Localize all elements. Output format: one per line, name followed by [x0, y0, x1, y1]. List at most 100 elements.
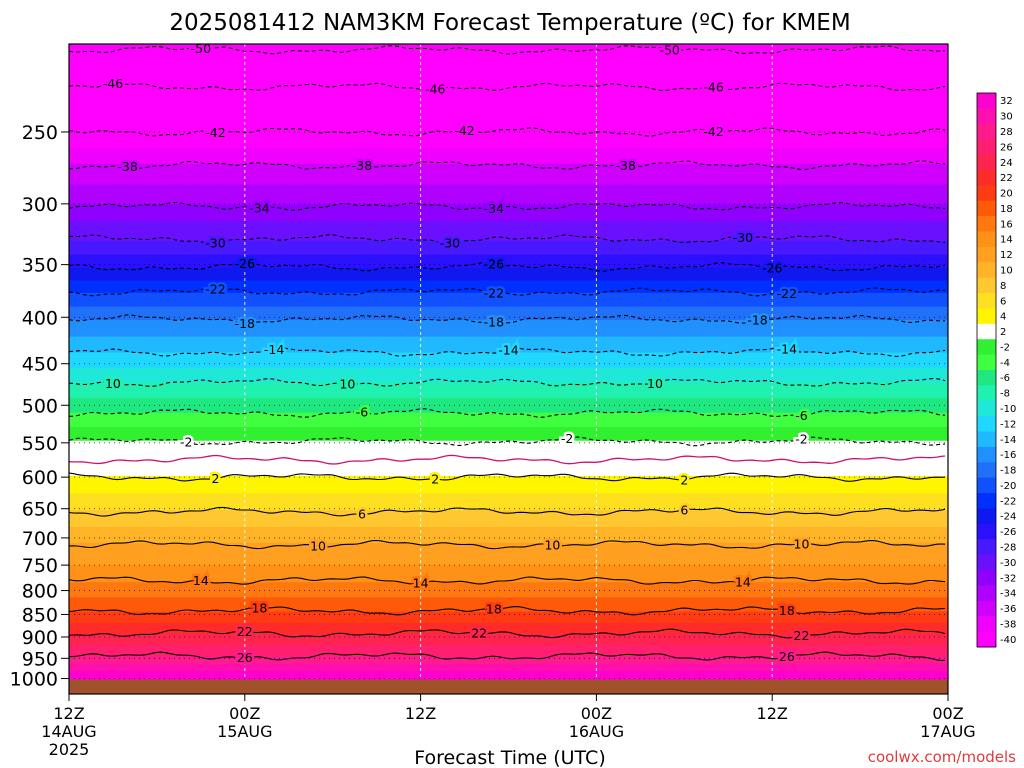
colorbar-swatch	[977, 139, 996, 156]
fill-band	[69, 628, 948, 633]
colorbar-label: -2	[1000, 342, 1010, 353]
isotherm-label: 2	[212, 471, 220, 486]
grid-lines	[69, 44, 948, 694]
fill-band	[69, 671, 948, 675]
colorbar-label: 32	[1000, 96, 1013, 107]
isotherm-label: -46	[425, 82, 445, 97]
colorbar-label: 20	[1000, 189, 1013, 200]
isotherm-label: -18	[484, 314, 504, 329]
fill-band	[69, 217, 948, 223]
fill-band	[69, 449, 948, 456]
fill-band	[69, 375, 948, 380]
isotherm-label: -14	[777, 342, 797, 357]
isotherm--34	[69, 201, 946, 211]
fill-band	[69, 261, 948, 266]
fill-band	[69, 91, 948, 99]
fill-band	[69, 530, 948, 536]
colorbar-label: 4	[1000, 312, 1006, 323]
fill-band	[69, 68, 948, 74]
fill-band	[69, 614, 948, 619]
fill-band	[69, 221, 948, 227]
fill-band	[69, 130, 948, 137]
fill-band	[69, 336, 948, 342]
isotherm-label: 22	[471, 625, 487, 640]
colorbar-label: 8	[1000, 281, 1006, 292]
fill-band	[69, 542, 948, 549]
fill-band	[69, 625, 948, 630]
colorbar-swatch	[977, 339, 996, 356]
x-tick-label: 14AUG	[41, 722, 96, 741]
colorbar-label: -14	[1000, 435, 1016, 446]
fill-band	[69, 667, 948, 671]
isotherm-label: 14	[735, 574, 751, 589]
fill-band	[69, 296, 948, 301]
fill-band	[69, 620, 948, 625]
fill-band	[69, 378, 948, 384]
colorbar-label: -34	[1000, 589, 1016, 600]
isotherm-label: -22	[777, 286, 797, 301]
isotherm-label: -2	[561, 431, 573, 446]
isotherm--14	[69, 347, 946, 358]
freezing-level-line	[69, 454, 946, 465]
fill-band	[69, 611, 948, 616]
fill-band	[69, 518, 948, 524]
fill-band	[69, 547, 948, 553]
fill-band	[69, 573, 948, 580]
isotherm-label: -42	[205, 125, 225, 140]
fill-band	[69, 280, 948, 285]
fill-band	[69, 163, 948, 170]
y-tick-label: 900	[22, 627, 58, 649]
fill-band	[69, 237, 948, 242]
colorbar-swatch	[977, 354, 996, 371]
fill-band	[69, 151, 948, 157]
colorbar-swatch	[977, 539, 996, 556]
colorbar-swatch	[977, 554, 996, 571]
colorbar-swatch	[977, 400, 996, 417]
colorbar-label: 6	[1000, 296, 1006, 307]
colorbar-swatch	[977, 154, 996, 171]
x-tick-label: 12Z	[757, 704, 788, 723]
isotherm-label: -22	[484, 286, 504, 301]
fill-band	[69, 316, 948, 322]
colorbar-label: 24	[1000, 158, 1013, 169]
fill-band	[69, 601, 948, 606]
fill-band	[69, 475, 948, 482]
colorbar-label: 30	[1000, 112, 1013, 123]
fill-band	[69, 569, 948, 575]
fill-band	[69, 328, 948, 334]
fill-band	[69, 639, 948, 644]
fill-band	[69, 489, 948, 495]
isotherm-label: -2	[795, 432, 807, 447]
isotherm-label: 26	[779, 649, 795, 664]
y-tick-label: 850	[22, 604, 58, 626]
fill-band	[69, 189, 948, 196]
isotherm--2	[69, 436, 946, 447]
colorbar-swatch	[977, 216, 996, 232]
colorbar-label: -4	[1000, 358, 1010, 369]
fill-band	[69, 467, 948, 473]
isotherm-22	[69, 628, 946, 639]
isotherm-label: 18	[251, 600, 267, 615]
colorbar-label: -8	[1000, 389, 1010, 400]
fill-band	[69, 194, 948, 201]
isotherm-label: -38	[615, 158, 635, 173]
fill-band	[69, 168, 948, 176]
colorbar-swatch	[977, 616, 996, 633]
fill-band	[69, 277, 948, 282]
isotherm-label: 2	[680, 472, 688, 487]
isotherm-label: 18	[486, 601, 502, 616]
fill-band	[69, 49, 948, 56]
fill-band	[69, 669, 948, 673]
isotherm--38	[69, 160, 946, 171]
isotherm-2	[69, 472, 946, 482]
fill-band	[69, 534, 948, 540]
fill-band	[69, 419, 948, 425]
colorbar-label: 28	[1000, 127, 1013, 138]
fill-band	[69, 324, 948, 330]
isotherm-label: -46	[703, 80, 723, 95]
fill-band	[69, 143, 948, 149]
isotherm-label: -6	[356, 405, 369, 420]
fill-band	[69, 356, 948, 362]
fill-band	[69, 501, 948, 508]
